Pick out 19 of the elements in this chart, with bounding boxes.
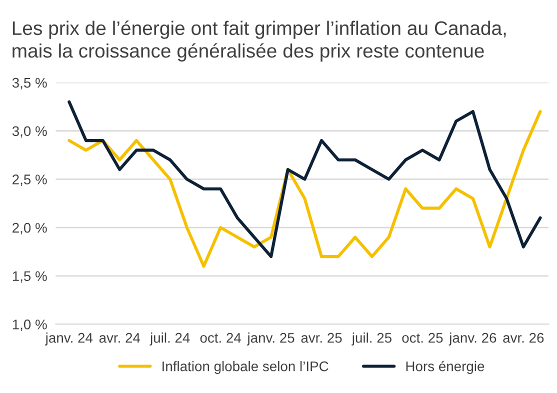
legend-label: Hors énergie — [406, 360, 484, 374]
x-tick-label: juil. 24 — [150, 332, 190, 346]
legend-label: Inflation globale selon l’IPC — [162, 361, 328, 374]
x-tick-label: janv. 24 — [45, 332, 93, 346]
chart-title: Les prix de l’énergie ont fait grimper l’inflation au Canada, mais la croissance généralisée des prix reste contenue — [12, 20, 506, 62]
y-tick-label: 2,5 % — [12, 174, 47, 186]
y-tick-label: 2,0 % — [12, 222, 47, 234]
x-tick-label: juil. 25 — [352, 332, 392, 346]
x-tick-label: janv. 26 — [448, 332, 496, 346]
x-tick-label: avr. 25 — [301, 332, 342, 343]
x-tick-label: janv. 25 — [246, 332, 294, 346]
y-tick-label: 1,0 % — [12, 320, 47, 332]
y-tick-label: 3,5 % — [12, 78, 47, 90]
x-tick-label: oct. 25 — [402, 332, 443, 343]
y-tick-label: 1,5 % — [12, 271, 47, 283]
y-tick-label: 3,0 % — [12, 126, 47, 138]
x-tick-label: avr. 26 — [503, 332, 544, 343]
x-tick-label: oct. 24 — [200, 332, 242, 343]
x-tick-label: avr. 24 — [99, 332, 140, 343]
